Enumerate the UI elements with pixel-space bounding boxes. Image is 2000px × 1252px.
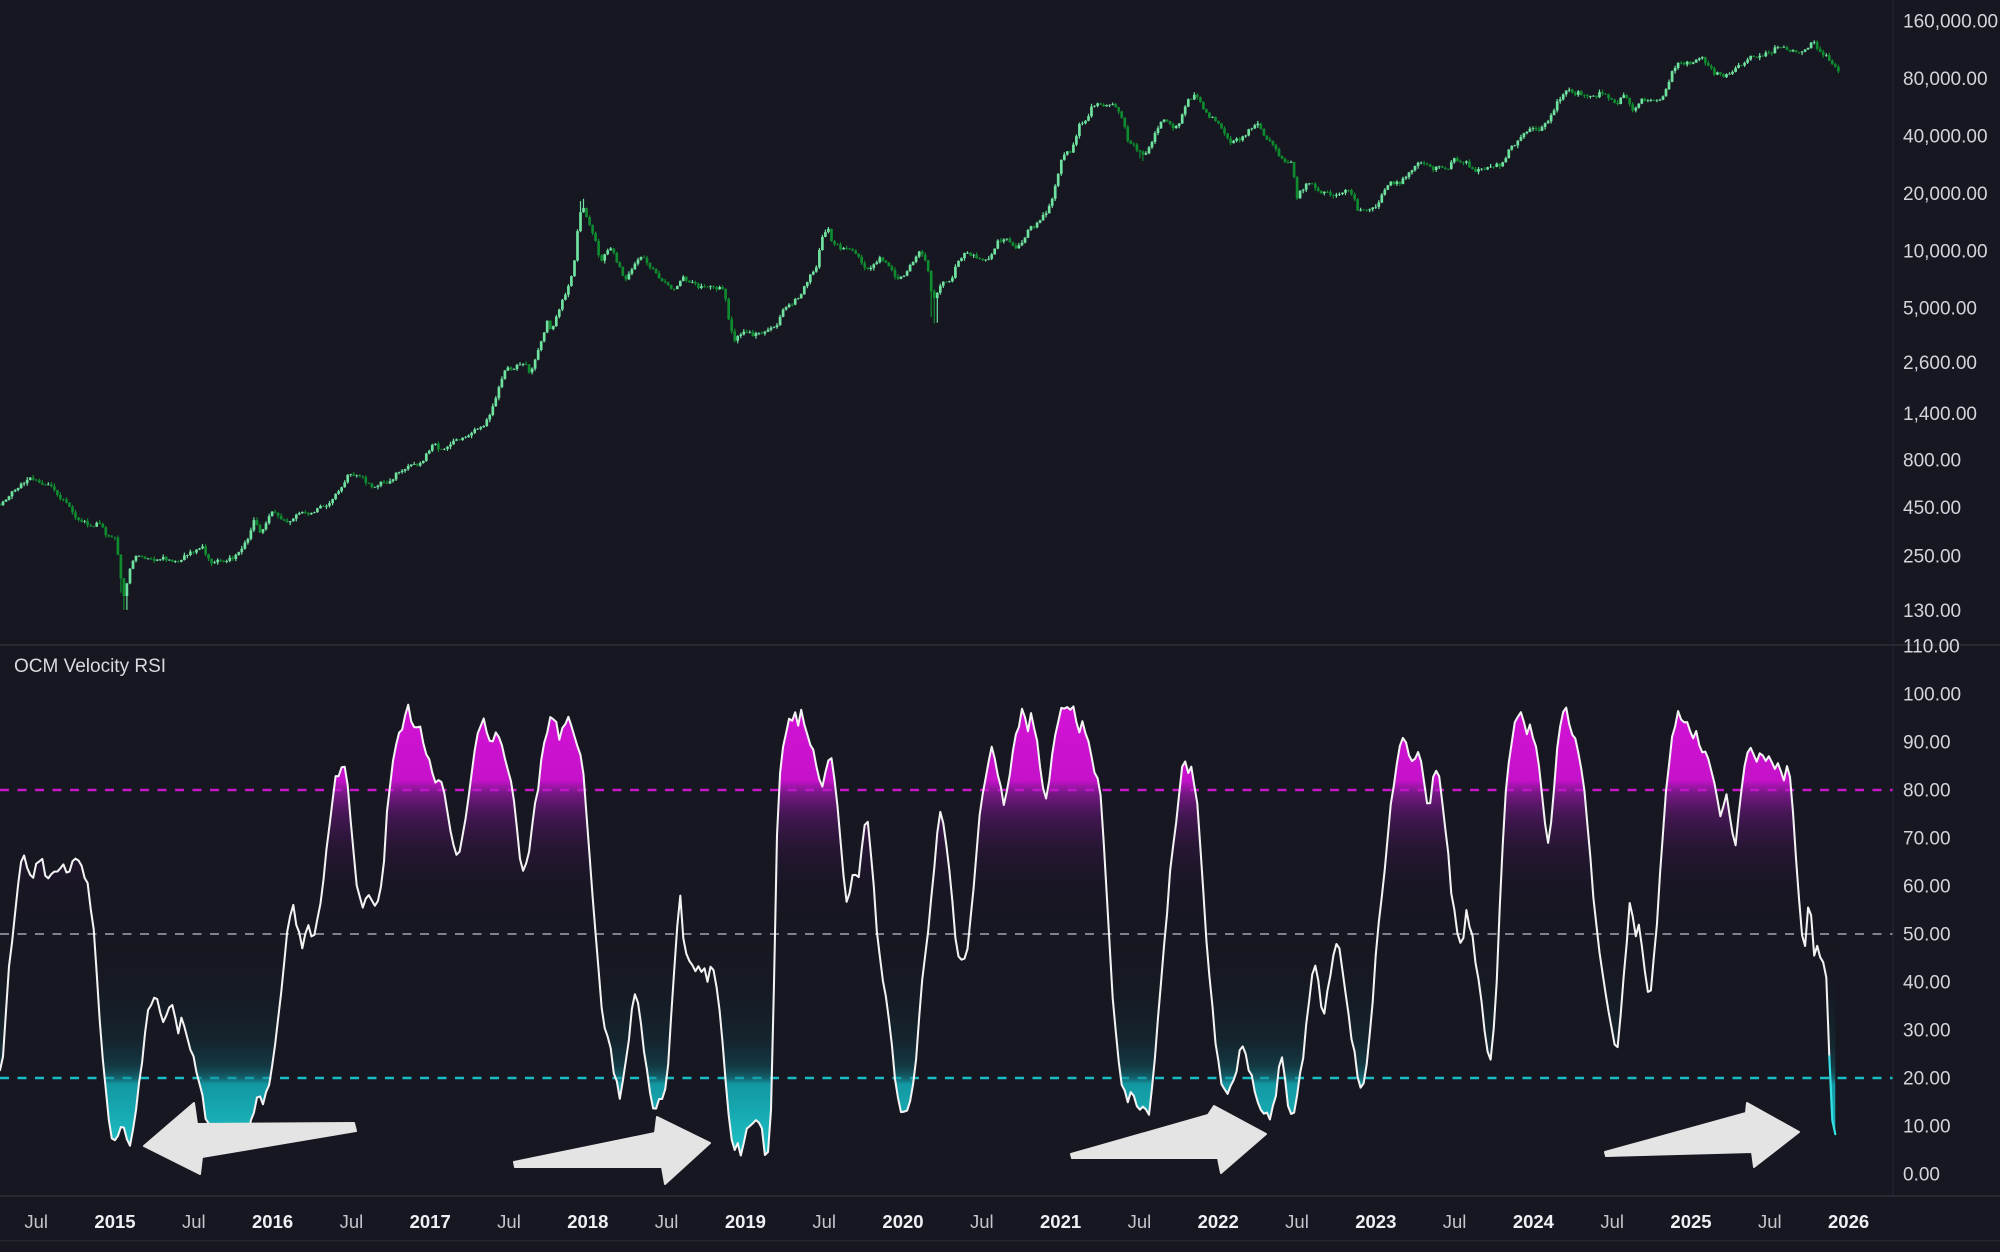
svg-text:800.00: 800.00 — [1903, 450, 1961, 471]
svg-text:130.00: 130.00 — [1903, 601, 1961, 622]
svg-text:60.00: 60.00 — [1903, 877, 1951, 898]
svg-text:Jul: Jul — [1285, 1211, 1309, 1232]
svg-text:2015: 2015 — [94, 1211, 135, 1232]
svg-text:50.00: 50.00 — [1903, 925, 1951, 946]
svg-text:Jul: Jul — [1128, 1211, 1152, 1232]
svg-text:2018: 2018 — [567, 1211, 608, 1232]
svg-text:5,000.00: 5,000.00 — [1903, 299, 1977, 320]
svg-text:Jul: Jul — [24, 1211, 48, 1232]
svg-text:2,600.00: 2,600.00 — [1903, 353, 1977, 374]
svg-text:2022: 2022 — [1198, 1211, 1239, 1232]
svg-text:2023: 2023 — [1355, 1211, 1396, 1232]
svg-text:2025: 2025 — [1670, 1211, 1711, 1232]
svg-text:Jul: Jul — [1443, 1211, 1467, 1232]
svg-text:Jul: Jul — [182, 1211, 206, 1232]
svg-text:20,000.00: 20,000.00 — [1903, 184, 1988, 205]
svg-text:Jul: Jul — [655, 1211, 679, 1232]
svg-text:80,000.00: 80,000.00 — [1903, 69, 1988, 90]
svg-text:2024: 2024 — [1513, 1211, 1555, 1232]
svg-text:10.00: 10.00 — [1903, 1117, 1951, 1138]
svg-text:20.00: 20.00 — [1903, 1069, 1951, 1090]
svg-text:0.00: 0.00 — [1903, 1165, 1940, 1186]
svg-text:30.00: 30.00 — [1903, 1021, 1951, 1042]
svg-text:2017: 2017 — [410, 1211, 451, 1232]
svg-text:Jul: Jul — [812, 1211, 836, 1232]
svg-text:70.00: 70.00 — [1903, 829, 1951, 850]
svg-text:250.00: 250.00 — [1903, 547, 1961, 568]
svg-text:90.00: 90.00 — [1903, 733, 1951, 754]
svg-text:10,000.00: 10,000.00 — [1903, 241, 1988, 262]
svg-text:2021: 2021 — [1040, 1211, 1081, 1232]
svg-text:Jul: Jul — [340, 1211, 364, 1232]
svg-text:2026: 2026 — [1828, 1211, 1869, 1232]
svg-text:Jul: Jul — [1600, 1211, 1624, 1232]
svg-text:Jul: Jul — [497, 1211, 521, 1232]
svg-text:2020: 2020 — [882, 1211, 923, 1232]
svg-text:100.00: 100.00 — [1903, 685, 1961, 706]
svg-text:1,400.00: 1,400.00 — [1903, 404, 1977, 425]
svg-text:OCM Velocity RSI: OCM Velocity RSI — [14, 656, 166, 677]
svg-text:Jul: Jul — [1758, 1211, 1782, 1232]
svg-text:450.00: 450.00 — [1903, 498, 1961, 519]
svg-text:160,000.00: 160,000.00 — [1903, 12, 1998, 33]
svg-text:40.00: 40.00 — [1903, 973, 1951, 994]
svg-text:Jul: Jul — [970, 1211, 994, 1232]
svg-text:2016: 2016 — [252, 1211, 293, 1232]
svg-text:80.00: 80.00 — [1903, 781, 1951, 802]
svg-text:2019: 2019 — [725, 1211, 766, 1232]
svg-text:40,000.00: 40,000.00 — [1903, 127, 1988, 148]
svg-text:110.00: 110.00 — [1903, 637, 1960, 658]
